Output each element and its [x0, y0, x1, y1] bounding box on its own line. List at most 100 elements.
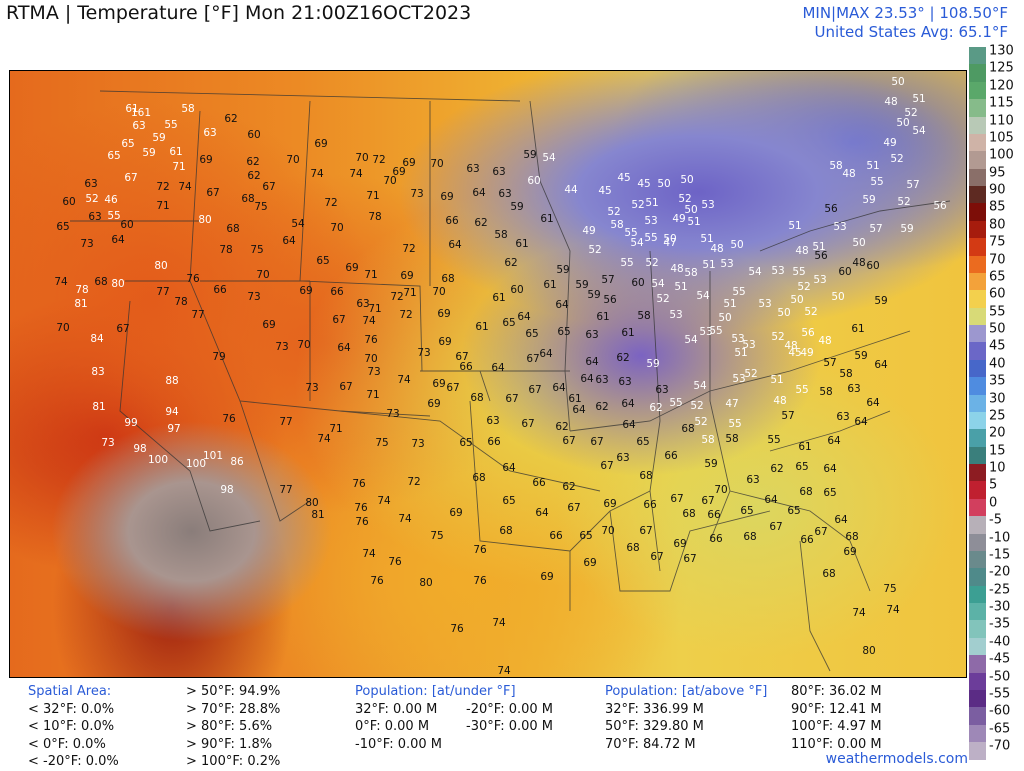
temperature-label: 69: [262, 319, 275, 331]
temperature-label: 80: [305, 497, 318, 509]
scale-tick-label: 95: [989, 165, 1006, 181]
scale-tick-label: -35: [989, 616, 1011, 632]
temperature-label: 76: [473, 544, 487, 556]
temperature-label: 74: [397, 374, 411, 386]
temperature-label: 56: [801, 327, 815, 339]
temperature-map[interactable]: 61 161 58 55 65 63 62 60 63 59 61 59 65 69 62 70 69 70 72 6…: [9, 70, 967, 678]
temperature-label: 48: [818, 335, 831, 347]
temperature-label: 71: [172, 161, 185, 173]
temperature-label: 58: [829, 160, 842, 172]
temperature-label: 59: [704, 458, 717, 470]
scale-tick-label: -15: [989, 547, 1011, 563]
scale-color-step: [969, 99, 986, 118]
temperature-label: 58: [819, 386, 832, 398]
temperature-label: 63: [746, 474, 759, 486]
temperature-label: 64: [552, 382, 566, 394]
temperature-label: 70: [430, 158, 443, 170]
temperature-label: 73: [417, 347, 430, 359]
temperature-label: 64: [580, 373, 594, 385]
temperature-label: 55: [624, 227, 637, 239]
temperature-label: 70: [330, 222, 343, 234]
scale-color-step: [969, 603, 986, 622]
population-line: 70°F: 84.72 M: [605, 736, 696, 752]
scale-tick-label: 85: [989, 199, 1006, 215]
temperature-label: 53: [771, 265, 784, 277]
temperature-label: 51: [702, 259, 715, 271]
scale-color-step: [969, 568, 986, 587]
temperature-label: 66: [459, 361, 473, 373]
scale-tick-label: -45: [989, 651, 1011, 667]
scale-color-step: [969, 689, 986, 709]
temperature-label: 68: [845, 531, 858, 543]
scale-color-step: [969, 429, 986, 448]
temperature-label: 64: [517, 311, 531, 323]
temperature-label: 75: [250, 244, 263, 256]
temperature-label: 80: [862, 645, 875, 657]
temperature-label: 67: [650, 551, 663, 563]
scale-color-step: [969, 707, 986, 726]
state-borders: [70, 90, 951, 672]
temperature-label: 49: [883, 137, 896, 149]
scale-color-step: [969, 724, 986, 743]
temperature-label: 53: [699, 326, 712, 338]
population-line: -10°F: 0.00 M: [355, 736, 443, 752]
scale-color-step: [969, 533, 986, 552]
temperature-label: 59: [523, 149, 536, 161]
scale-color-step: [969, 186, 986, 205]
temperature-label: 54: [912, 125, 926, 137]
temperature-label: 61: [492, 292, 505, 304]
temperature-label: 55: [164, 119, 177, 131]
temperature-label: 45: [788, 347, 801, 359]
temperature-label: 68: [226, 223, 239, 235]
spatial-line: < 32°F: 0.0%: [28, 701, 115, 717]
spatial-line: > 90°F: 1.8%: [186, 736, 273, 752]
temperature-label: 53: [833, 221, 846, 233]
temperature-label: 70: [383, 175, 396, 187]
temperature-label: 48: [795, 245, 808, 257]
temperature-label: 63: [585, 329, 598, 341]
minmax-value: MIN|MAX 23.53° | 108.50°F: [802, 4, 1008, 22]
temperature-label: 67: [339, 381, 352, 393]
scale-color-step: [969, 672, 986, 691]
temperature-label: 65: [107, 150, 120, 162]
temperature-label: 52: [797, 281, 810, 293]
temperature-label: 63: [466, 163, 479, 175]
temperature-label: 161: [131, 107, 151, 119]
source-link[interactable]: weathermodels.com: [825, 751, 968, 767]
temperature-label: 51: [788, 220, 801, 232]
scale-color-step: [969, 637, 986, 657]
temperature-label: 57: [823, 357, 836, 369]
temperature-label: 101: [203, 450, 223, 462]
scale-tick-label: -60: [989, 703, 1011, 719]
temperature-label: 66: [643, 499, 657, 511]
temperature-label: 66: [707, 509, 721, 521]
temperature-label: 64: [622, 419, 636, 431]
statistics-footer: Spatial Area: < 32°F: 0.0% < 10°F: 0.0% …: [0, 683, 968, 769]
temperature-label: 64: [827, 435, 841, 447]
temperature-label: 64: [866, 397, 880, 409]
temperature-label: 76: [222, 413, 236, 425]
temperature-label: 50: [896, 117, 909, 129]
temperature-label: 50: [730, 239, 743, 251]
temperature-label: 84: [90, 333, 104, 345]
scale-color-step: [969, 655, 986, 674]
temperature-label: 48: [710, 243, 723, 255]
temperature-label: 52: [744, 368, 757, 380]
temperature-label: 53: [644, 215, 657, 227]
temperature-label: 74: [398, 513, 412, 525]
temperature-label: 67: [814, 526, 827, 538]
temperature-label: 74: [54, 276, 68, 288]
scale-tick-label: -10: [989, 530, 1011, 545]
temperature-label: 78: [219, 244, 232, 256]
temperature-label: 76: [450, 623, 464, 635]
temperature-label: 76: [364, 334, 378, 346]
temperature-label: 70: [297, 339, 310, 351]
temperature-label: 66: [445, 215, 459, 227]
scale-color-step: [969, 359, 986, 379]
temperature-label: 48: [773, 395, 786, 407]
temperature-label: 54: [696, 290, 710, 302]
temperature-label: 68: [743, 531, 756, 543]
temperature-label: 81: [92, 401, 105, 413]
temperature-label: 69: [440, 191, 453, 203]
temperature-label: 62: [562, 481, 575, 493]
